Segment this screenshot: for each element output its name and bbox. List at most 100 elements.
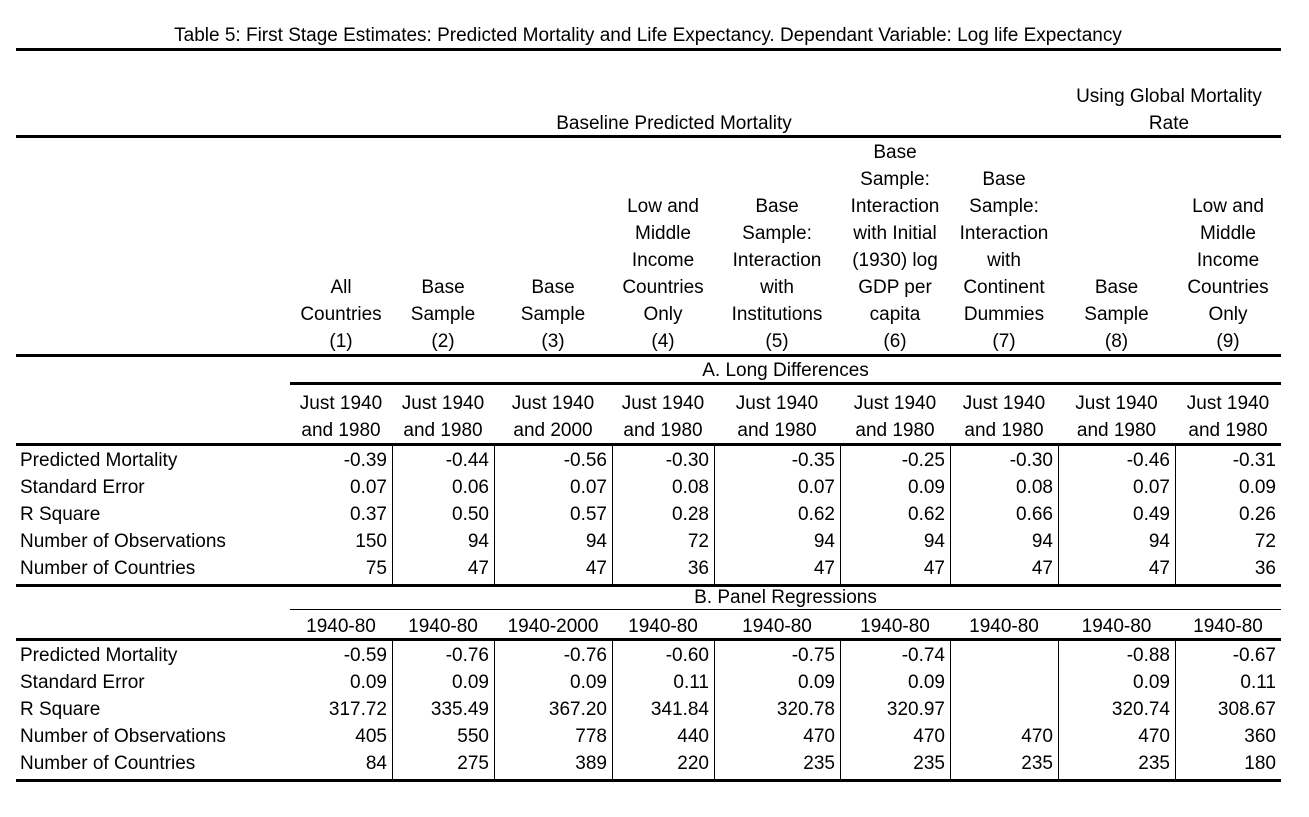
panel-b-col-divider (714, 640, 715, 779)
panel-a-cell: 0.07 (714, 474, 835, 501)
panel-a-period-7: and 1980 (950, 417, 1058, 444)
panel-a-period-rule (16, 443, 1281, 446)
group-header-baseline: Baseline Predicted Mortality (290, 110, 1058, 137)
panel-a-cell: 0.06 (392, 474, 489, 501)
panel-a-period-3: and 2000 (494, 417, 612, 444)
panel-b-cell: 335.49 (392, 696, 489, 723)
panel-b-row-label: Standard Error (20, 669, 145, 696)
panel-a-period-6: and 1980 (840, 417, 950, 444)
panel-a-cell: 94 (714, 528, 835, 555)
panel-b-cell: 220 (612, 750, 709, 777)
panel-a-col-divider (612, 445, 613, 584)
panel-b-period-3: 1940-2000 (494, 613, 612, 640)
panel-b-cell: 440 (612, 723, 709, 750)
panel-a-cell: 0.57 (494, 501, 607, 528)
column-header-6-line: Sample: (840, 166, 950, 193)
column-header-6-line: (1930) log (840, 247, 950, 274)
panel-b-period-7: 1940-80 (950, 613, 1058, 640)
column-header-7-line: Dummies (950, 301, 1058, 328)
panel-a-col-divider (494, 445, 495, 584)
panel-a-cell: 36 (612, 555, 709, 582)
panel-a-period-2: and 1980 (392, 417, 494, 444)
panel-a-cell: -0.39 (290, 447, 387, 474)
panel-a-cell: 94 (494, 528, 607, 555)
panel-a-cell: 47 (494, 555, 607, 582)
panel-b-cell: 405 (290, 723, 387, 750)
panel-b-cell: -0.59 (290, 642, 387, 669)
panel-b-heading: B. Panel Regressions (290, 584, 1281, 611)
panel-b-cell: 341.84 (612, 696, 709, 723)
column-header-4-line: Only (612, 301, 714, 328)
panel-a-cell: 47 (392, 555, 489, 582)
panel-a-period-4: Just 1940 (612, 390, 714, 417)
column-header-3-line: Sample (494, 301, 612, 328)
panel-b-col-divider (1058, 640, 1059, 779)
panel-a-cell: 75 (290, 555, 387, 582)
panel-b-cell: 0.09 (714, 669, 835, 696)
panel-b-cell: 470 (950, 723, 1053, 750)
panel-a-row-label: Number of Countries (20, 555, 195, 582)
panel-a-cell: -0.25 (840, 447, 945, 474)
panel-a-period-8: and 1980 (1058, 417, 1175, 444)
column-header-6-line: GDP per (840, 274, 950, 301)
panel-b-cell: 470 (714, 723, 835, 750)
panel-b-row-label: Number of Countries (20, 750, 195, 777)
panel-a-cell: 0.66 (950, 501, 1053, 528)
column-number-4: (4) (612, 328, 714, 355)
panel-a-col-divider (1058, 445, 1059, 584)
column-number-5: (5) (714, 328, 840, 355)
table-title: Table 5: First Stage Estimates: Predicte… (0, 25, 1296, 47)
panel-b-cell: 235 (1058, 750, 1170, 777)
group-header-global-line2: Rate (1058, 110, 1280, 137)
panel-a-col-divider (840, 445, 841, 584)
column-header-5-line: with (714, 274, 840, 301)
panel-a-period-1: and 1980 (290, 417, 392, 444)
panel-a-period-8: Just 1940 (1058, 390, 1175, 417)
column-header-1-line: Countries (290, 301, 392, 328)
panel-a-cell: -0.30 (950, 447, 1053, 474)
panel-a-cell: 0.08 (950, 474, 1053, 501)
panel-a-col-divider (714, 445, 715, 584)
panel-b-cell: 0.11 (1175, 669, 1276, 696)
panel-b-cell: 367.20 (494, 696, 607, 723)
panel-b-heading-rule (290, 609, 1281, 610)
column-header-5-line: Institutions (714, 301, 840, 328)
panel-b-cell: 308.67 (1175, 696, 1276, 723)
panel-a-cell: 94 (392, 528, 489, 555)
column-number-6: (6) (840, 328, 950, 355)
panel-b-cell: 317.72 (290, 696, 387, 723)
panel-a-cell: 150 (290, 528, 387, 555)
column-header-6-line: with Initial (840, 220, 950, 247)
title-rule (16, 48, 1281, 51)
panel-a-cell: 0.07 (494, 474, 607, 501)
panel-a-row-label: Standard Error (20, 474, 145, 501)
panel-a-period-3: Just 1940 (494, 390, 612, 417)
column-header-4-line: Income (612, 247, 714, 274)
panel-a-cell: 94 (1058, 528, 1170, 555)
panel-a-row-label: Predicted Mortality (20, 447, 177, 474)
panel-a-period-4: and 1980 (612, 417, 714, 444)
panel-a-cell: 94 (950, 528, 1053, 555)
panel-a-heading-rule (290, 382, 1281, 385)
panel-a-cell: 47 (1058, 555, 1170, 582)
column-header-9-line: Countries (1175, 274, 1281, 301)
panel-a-cell: 0.08 (612, 474, 709, 501)
panel-b-cell: 0.09 (392, 669, 489, 696)
panel-b-col-divider (494, 640, 495, 779)
panel-b-cell: 235 (840, 750, 945, 777)
panel-b-cell: 550 (392, 723, 489, 750)
column-header-9-line: Only (1175, 301, 1281, 328)
panel-a-cell: 0.28 (612, 501, 709, 528)
panel-b-cell: 235 (714, 750, 835, 777)
panel-a-cell: 72 (612, 528, 709, 555)
column-header-8-line: Sample (1058, 301, 1175, 328)
panel-b-period-5: 1940-80 (714, 613, 840, 640)
panel-a-cell: 0.07 (1058, 474, 1170, 501)
column-number-3: (3) (494, 328, 612, 355)
panel-b-period-rule (16, 638, 1281, 641)
panel-a-row-label: R Square (20, 501, 100, 528)
panel-b-cell: 320.74 (1058, 696, 1170, 723)
panel-a-period-9: and 1980 (1175, 417, 1281, 444)
panel-a-cell: 0.07 (290, 474, 387, 501)
panel-b-row-label: Predicted Mortality (20, 642, 177, 669)
